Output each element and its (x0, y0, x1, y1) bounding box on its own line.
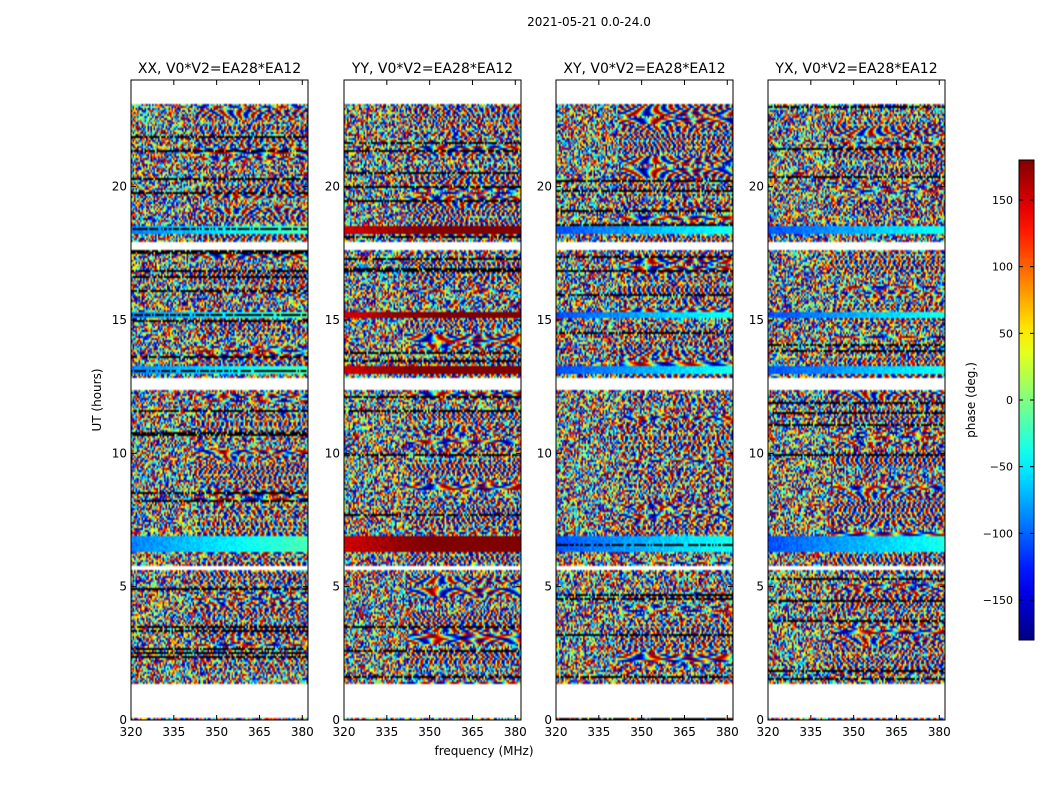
colorbar-tick-label: 50 (999, 327, 1013, 340)
x-tick-label: 350 (842, 725, 865, 739)
colorbar-tick-label: −100 (983, 527, 1013, 540)
x-tick-label: 335 (375, 725, 398, 739)
x-tick-label: 320 (333, 725, 356, 739)
x-tick-label: 335 (587, 725, 610, 739)
colorbar-tick-label: −150 (983, 594, 1013, 607)
x-tick-label: 365 (885, 725, 908, 739)
x-tick-label: 380 (716, 725, 739, 739)
colorbar-tick-label: 0 (1006, 394, 1013, 407)
y-tick-label: 5 (119, 580, 127, 594)
panel-title: YX, V0*V2=EA28*EA12 (774, 61, 937, 77)
x-tick-label: 335 (799, 725, 822, 739)
x-tick-label: 380 (291, 725, 314, 739)
colorbar: −150 −100 −50 0 50 100 150 (983, 159, 1035, 641)
x-axis-label: frequency (MHz) (434, 744, 533, 758)
y-tick-label: 15 (325, 313, 340, 327)
y-tick-label: 0 (332, 713, 340, 727)
y-tick-label: 5 (332, 580, 340, 594)
y-tick-label: 10 (112, 446, 127, 460)
y-tick-label: 5 (756, 580, 764, 594)
x-tick-label: 365 (248, 725, 271, 739)
phase-heatmap-yy (344, 80, 521, 720)
panel-title: YY, V0*V2=EA28*EA12 (351, 61, 513, 77)
panel-frame (767, 79, 946, 721)
colorbar-tick-label: −50 (990, 461, 1013, 474)
x-tick-label: 380 (928, 725, 951, 739)
x-tick-label: 350 (418, 725, 441, 739)
x-tick-label: 320 (120, 725, 143, 739)
y-tick-label: 10 (325, 446, 340, 460)
panel-frame (130, 79, 309, 721)
x-tick-label: 380 (504, 725, 527, 739)
panel-title: XY, V0*V2=EA28*EA12 (563, 61, 725, 77)
phase-heatmap-xx (131, 80, 308, 720)
y-tick-label: 0 (756, 713, 764, 727)
y-tick-label: 10 (537, 446, 552, 460)
panel-yy: YY, V0*V2=EA28*EA12 320 335 350 365 380 0 5 10 15… (325, 61, 527, 739)
phase-heatmap-yx (768, 80, 945, 720)
panels: XX, V0*V2=EA28*EA12 320 335 350 365 380 0 5 10 15… (112, 61, 951, 739)
panel-yx: YX, V0*V2=EA28*EA12 320 335 350 365 380 0 5 10 15… (749, 61, 951, 739)
y-tick-label: 20 (749, 180, 764, 194)
x-tick-label: 320 (545, 725, 568, 739)
phase-heatmap-xy (556, 80, 733, 720)
y-tick-label: 20 (537, 180, 552, 194)
panel-title: XX, V0*V2=EA28*EA12 (138, 61, 301, 77)
y-axis-label: UT (hours) (90, 368, 104, 431)
colorbar-tick-label: 100 (992, 261, 1013, 274)
x-tick-label: 365 (461, 725, 484, 739)
panel-frame (343, 79, 522, 721)
y-tick-label: 15 (749, 313, 764, 327)
panel-xx: XX, V0*V2=EA28*EA12 320 335 350 365 380 0 5 10 15… (112, 61, 314, 739)
y-tick-label: 5 (544, 580, 552, 594)
x-tick-label: 350 (205, 725, 228, 739)
figure-title: 2021-05-21 0.0-24.0 (527, 15, 651, 29)
y-tick-label: 10 (749, 446, 764, 460)
x-tick-label: 365 (673, 725, 696, 739)
y-tick-label: 20 (112, 180, 127, 194)
x-tick-label: 350 (630, 725, 653, 739)
colorbar-tick-label: 150 (992, 194, 1013, 207)
x-tick-label: 320 (757, 725, 780, 739)
y-tick-label: 0 (119, 713, 127, 727)
y-tick-label: 0 (544, 713, 552, 727)
y-tick-label: 15 (537, 313, 552, 327)
y-tick-label: 15 (112, 313, 127, 327)
x-tick-label: 335 (162, 725, 185, 739)
colorbar-label: phase (deg.) (964, 362, 978, 438)
panel-xy: XY, V0*V2=EA28*EA12 320 335 350 365 380 0 5 10 15… (537, 61, 739, 739)
panel-frame (555, 79, 734, 721)
y-tick-label: 20 (325, 180, 340, 194)
